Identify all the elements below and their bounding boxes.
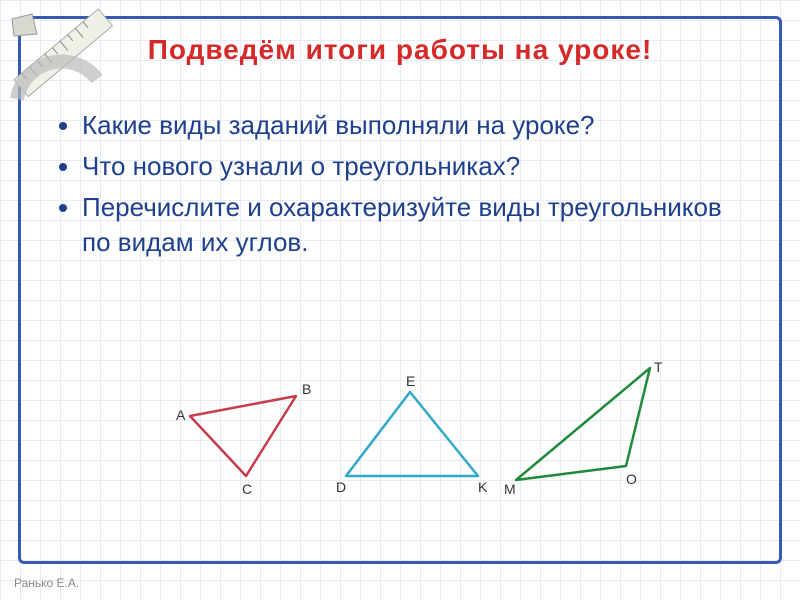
vertex-label: O [626,471,637,487]
bullet-item: Что нового узнали о треугольниках? [82,149,744,184]
triangle-DEK [346,392,478,476]
bullet-item: Какие виды заданий выполняли на уроке? [82,108,744,143]
vertex-label: C [242,481,252,497]
vertex-label: A [176,407,186,423]
vertex-label: B [302,381,311,397]
vertex-label: T [654,359,663,375]
triangle-diagram: A B C D E KM T O [160,358,680,528]
vertex-label: K [478,479,488,495]
slide-title: Подведём итоги работы на уроке! [0,34,800,66]
triangle-ABC [190,396,296,476]
vertex-label: D [336,479,346,495]
vertex-label: E [406,373,415,389]
author-footer: Ранько Е.А. [14,576,79,590]
vertex-label: M [504,481,516,497]
triangle-MOT [516,368,650,480]
bullet-list: Какие виды заданий выполняли на уроке? Ч… [56,108,744,266]
bullet-item: Перечислите и охарактеризуйте виды треуг… [82,190,744,260]
